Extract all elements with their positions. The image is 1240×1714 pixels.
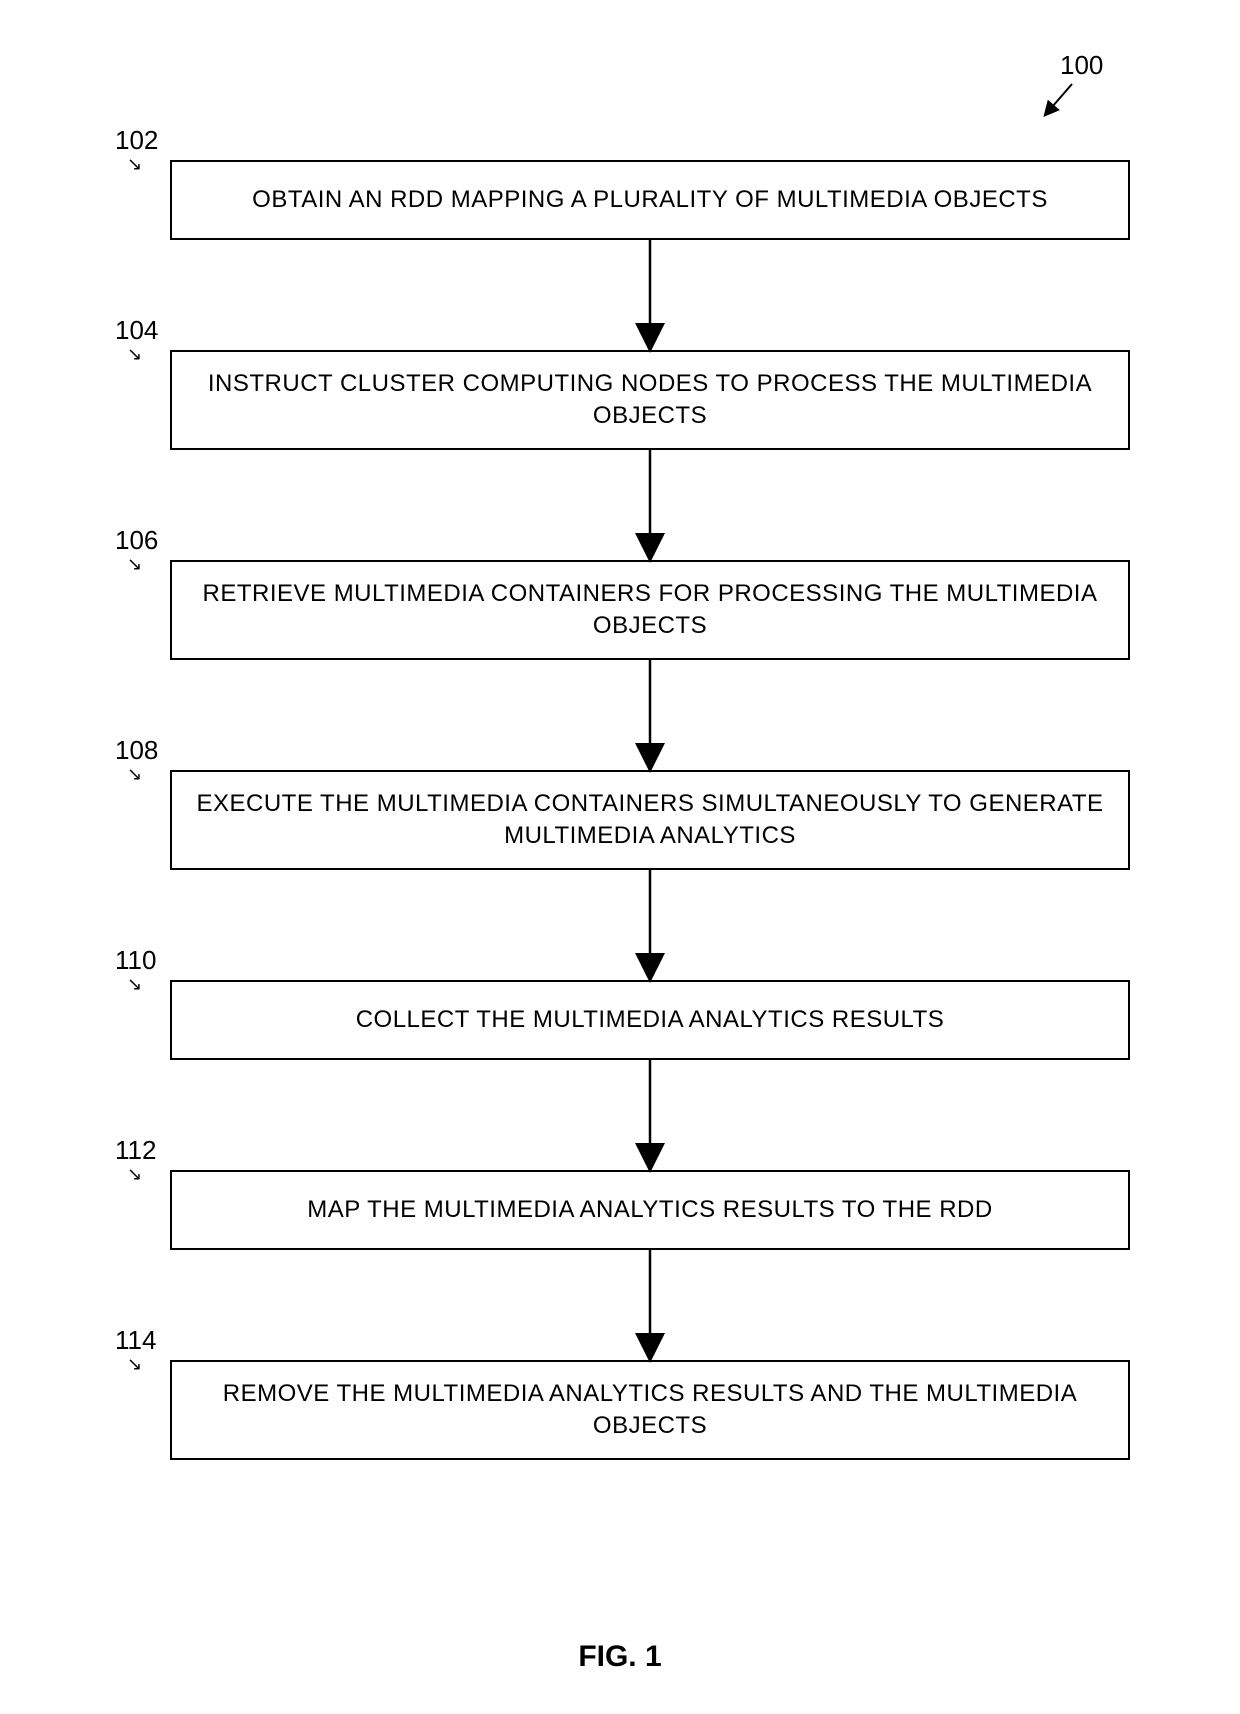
step-ref-104: 104 ↘	[115, 315, 158, 365]
step-text-102: OBTAIN AN RDD MAPPING A PLURALITY OF MUL…	[252, 184, 1048, 216]
figure-caption: FIG. 1	[0, 1640, 1240, 1674]
step-ref-104-text: 104	[115, 315, 158, 345]
step-ref-102-text: 102	[115, 125, 158, 155]
step-ref-108: 108 ↘	[115, 735, 158, 785]
ref-arrow-icon: ↘	[127, 1354, 156, 1375]
step-ref-114-text: 114	[115, 1325, 156, 1355]
ref-arrow-icon: ↘	[127, 554, 158, 575]
ref-arrow-icon: ↘	[127, 344, 158, 365]
step-ref-110: 110 ↘	[115, 945, 156, 995]
step-box-110: COLLECT THE MULTIMEDIA ANALYTICS RESULTS	[170, 980, 1130, 1060]
step-ref-114: 114 ↘	[115, 1325, 156, 1375]
step-text-106: RETRIEVE MULTIMEDIA CONTAINERS FOR PROCE…	[188, 578, 1112, 643]
step-box-114: REMOVE THE MULTIMEDIA ANALYTICS RESULTS …	[170, 1360, 1130, 1460]
step-ref-106-text: 106	[115, 525, 158, 555]
step-box-102: OBTAIN AN RDD MAPPING A PLURALITY OF MUL…	[170, 160, 1130, 240]
ref-arrow-icon: ↘	[127, 1164, 156, 1185]
step-text-104: INSTRUCT CLUSTER COMPUTING NODES TO PROC…	[188, 368, 1112, 433]
figure-ref-100: 100	[1060, 50, 1103, 81]
step-text-114: REMOVE THE MULTIMEDIA ANALYTICS RESULTS …	[188, 1378, 1112, 1443]
step-ref-110-text: 110	[115, 945, 156, 975]
step-ref-102: 102 ↘	[115, 125, 158, 175]
step-ref-108-text: 108	[115, 735, 158, 765]
step-ref-112: 112 ↘	[115, 1135, 156, 1185]
ref-arrow-icon: ↘	[127, 764, 158, 785]
step-box-108: EXECUTE THE MULTIMEDIA CONTAINERS SIMULT…	[170, 770, 1130, 870]
step-text-112: MAP THE MULTIMEDIA ANALYTICS RESULTS TO …	[307, 1194, 992, 1226]
flowchart-canvas: 100 102 ↘ 104 ↘ 106 ↘ 108 ↘ 110 ↘ 112 ↘ …	[0, 0, 1240, 1714]
step-text-108: EXECUTE THE MULTIMEDIA CONTAINERS SIMULT…	[188, 788, 1112, 853]
step-box-104: INSTRUCT CLUSTER COMPUTING NODES TO PROC…	[170, 350, 1130, 450]
ref-arrow-icon: ↘	[127, 154, 158, 175]
step-box-112: MAP THE MULTIMEDIA ANALYTICS RESULTS TO …	[170, 1170, 1130, 1250]
step-ref-106: 106 ↘	[115, 525, 158, 575]
step-text-110: COLLECT THE MULTIMEDIA ANALYTICS RESULTS	[356, 1004, 945, 1036]
step-box-106: RETRIEVE MULTIMEDIA CONTAINERS FOR PROCE…	[170, 560, 1130, 660]
ref-arrow-icon: ↘	[127, 974, 156, 995]
figure-caption-text: FIG. 1	[578, 1640, 661, 1673]
step-ref-112-text: 112	[115, 1135, 156, 1165]
figure-ref-100-text: 100	[1060, 50, 1103, 80]
